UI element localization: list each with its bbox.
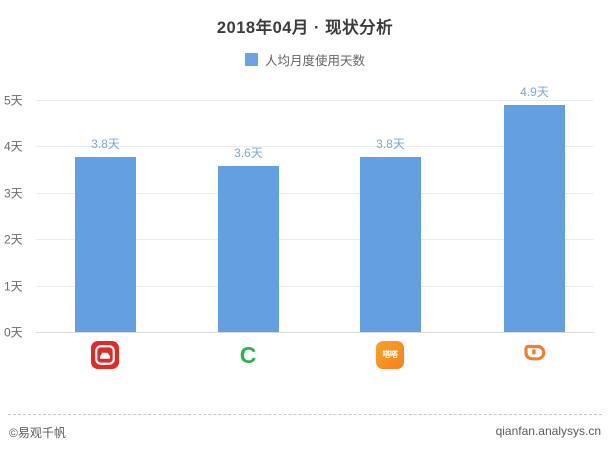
y-axis-tick-2: 2天 [4,232,23,247]
bar-2[interactable] [360,156,421,332]
letter-c-green-icon: C [239,341,257,368]
car-app-red-icon [91,341,119,369]
page-title: 2018年04月 · 现状分析 [216,19,394,37]
category-icon-1[interactable]: C [233,340,263,370]
bar-1[interactable] [218,165,279,332]
y-axis-tick-4: 4天 [4,139,23,154]
category-icon-0[interactable] [90,340,120,370]
orange-square-app-icon: 嗒嗒 [376,341,404,369]
bar-label-1: 3.6天 [234,146,263,160]
legend-swatch-icon [244,53,258,66]
footer-url: qianfan.analysys.cn [495,424,601,438]
gridline-1 [36,286,594,287]
y-axis-tick-0: 0天 [4,325,23,340]
didi-orange-icon [521,340,547,371]
category-icon-3[interactable] [519,340,549,370]
y-axis-tick-1: 1天 [4,279,23,294]
bar-label-2: 3.8天 [376,137,405,151]
legend-label: 人均月度使用天数 [264,54,365,68]
chart-legend: 人均月度使用天数 [0,50,610,69]
y-axis-tick-3: 3天 [4,186,23,201]
axis-baseline [36,332,594,333]
footer-divider [8,414,602,415]
legend-item-0[interactable]: 人均月度使用天数 [244,50,365,69]
bar-label-3: 4.9天 [520,85,549,99]
footer-copyright: ©易观千帆 [9,426,66,440]
y-axis-tick-5: 5天 [4,93,23,108]
category-icon-2[interactable]: 嗒嗒 [375,340,405,370]
bar-3[interactable] [504,104,565,332]
gridline-3 [36,193,594,194]
bar-0[interactable] [75,156,136,332]
gridline-4 [36,146,594,147]
bar-label-0: 3.8天 [91,137,120,151]
gridline-5 [36,100,594,101]
orange-square-app-glyph: 嗒嗒 [382,350,399,359]
gridline-2 [36,239,594,240]
